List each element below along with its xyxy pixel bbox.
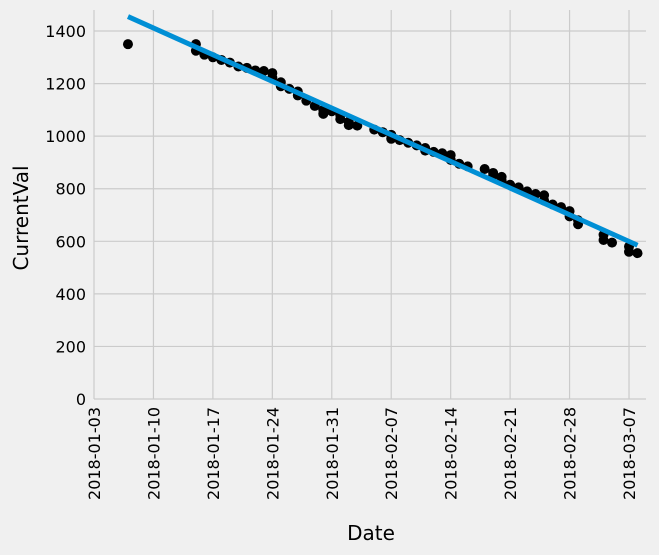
fit-line-group [126,14,639,248]
y-tick-label: 0 [76,390,86,409]
y-axis-label: CurrentVal [9,165,33,270]
y-tick-label: 400 [55,285,86,304]
x-tick-label: 2018-01-24 [263,407,282,500]
y-tick-label: 600 [55,232,86,251]
x-tick-labels: 2018-01-03 2018-01-10 2018-01-17 2018-01-24… [85,407,639,500]
y-tick-label: 1400 [45,22,86,41]
data-point [318,108,329,119]
grid [93,10,646,400]
x-tick-label: 2018-02-14 [442,407,461,500]
data-point [632,248,643,259]
data-point [258,65,269,76]
y-tick-label: 800 [55,180,86,199]
y-tick-label: 1000 [45,127,86,146]
y-tick-label: 200 [55,337,86,356]
data-point [122,39,133,50]
x-tick-label: 2018-03-07 [620,407,639,500]
y-tick-labels: 0 200 400 600 800 1000 1200 1400 [45,22,86,409]
data-point [607,237,618,248]
x-axis-label: Date [347,521,395,545]
data-point [335,114,346,125]
data-point [598,234,609,245]
x-tick-label: 2018-01-17 [204,407,223,500]
data-point [343,120,354,131]
fit-line [126,14,639,248]
x-tick-label: 2018-01-31 [323,407,342,500]
data-point [624,246,635,257]
y-tick-label: 1200 [45,75,86,94]
x-tick-label: 2018-01-10 [144,407,163,500]
x-tick-label: 2018-02-07 [382,407,401,500]
x-tick-label: 2018-02-28 [561,407,580,500]
x-tick-label: 2018-02-21 [501,407,520,500]
x-tick-label: 2018-01-03 [85,407,104,500]
data-point [479,164,490,175]
